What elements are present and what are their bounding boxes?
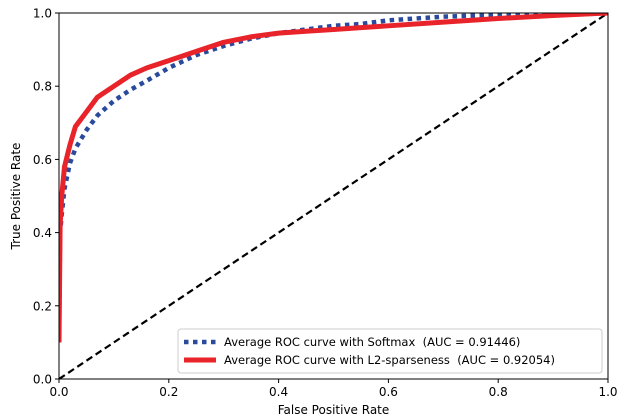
x-tick-label: 1.0 [598, 385, 617, 399]
softmax-roc-curve [59, 13, 608, 343]
x-tick-label: 0.4 [269, 385, 288, 399]
legend-box [177, 328, 603, 374]
x-tick-label: 0.2 [159, 385, 178, 399]
legend: Average ROC curve with Softmax (AUC = 0.… [177, 328, 603, 374]
y-axis-label: True Positive Rate [9, 143, 23, 251]
y-tick-label: 0.8 [33, 80, 52, 94]
plot-frame [58, 12, 609, 380]
y-tick-label: 0.2 [33, 299, 52, 313]
y-tick-label: 1.0 [33, 7, 52, 21]
x-axis-label: False Positive Rate [278, 403, 390, 416]
y-tick-label: 0.4 [33, 226, 52, 240]
legend-label: Average ROC curve with Softmax (AUC = 0.… [224, 335, 520, 349]
x-tick-label: 0.6 [379, 385, 398, 399]
legend-label: Average ROC curve with L2-sparseness (AU… [224, 353, 555, 367]
l2-sparseness-roc-curve [59, 13, 608, 343]
axes-layer: 0.0 0.2 0.4 0.6 0.8 1.0 0.0 0.2 0.4 0.6 0.8 1.0 [33, 7, 618, 400]
series-layer [59, 13, 608, 379]
x-tick-label: 0.0 [49, 385, 68, 399]
y-tick-label: 0.6 [33, 153, 52, 167]
x-tick-label: 0.8 [489, 385, 508, 399]
y-tick-label: 0.0 [33, 373, 52, 387]
